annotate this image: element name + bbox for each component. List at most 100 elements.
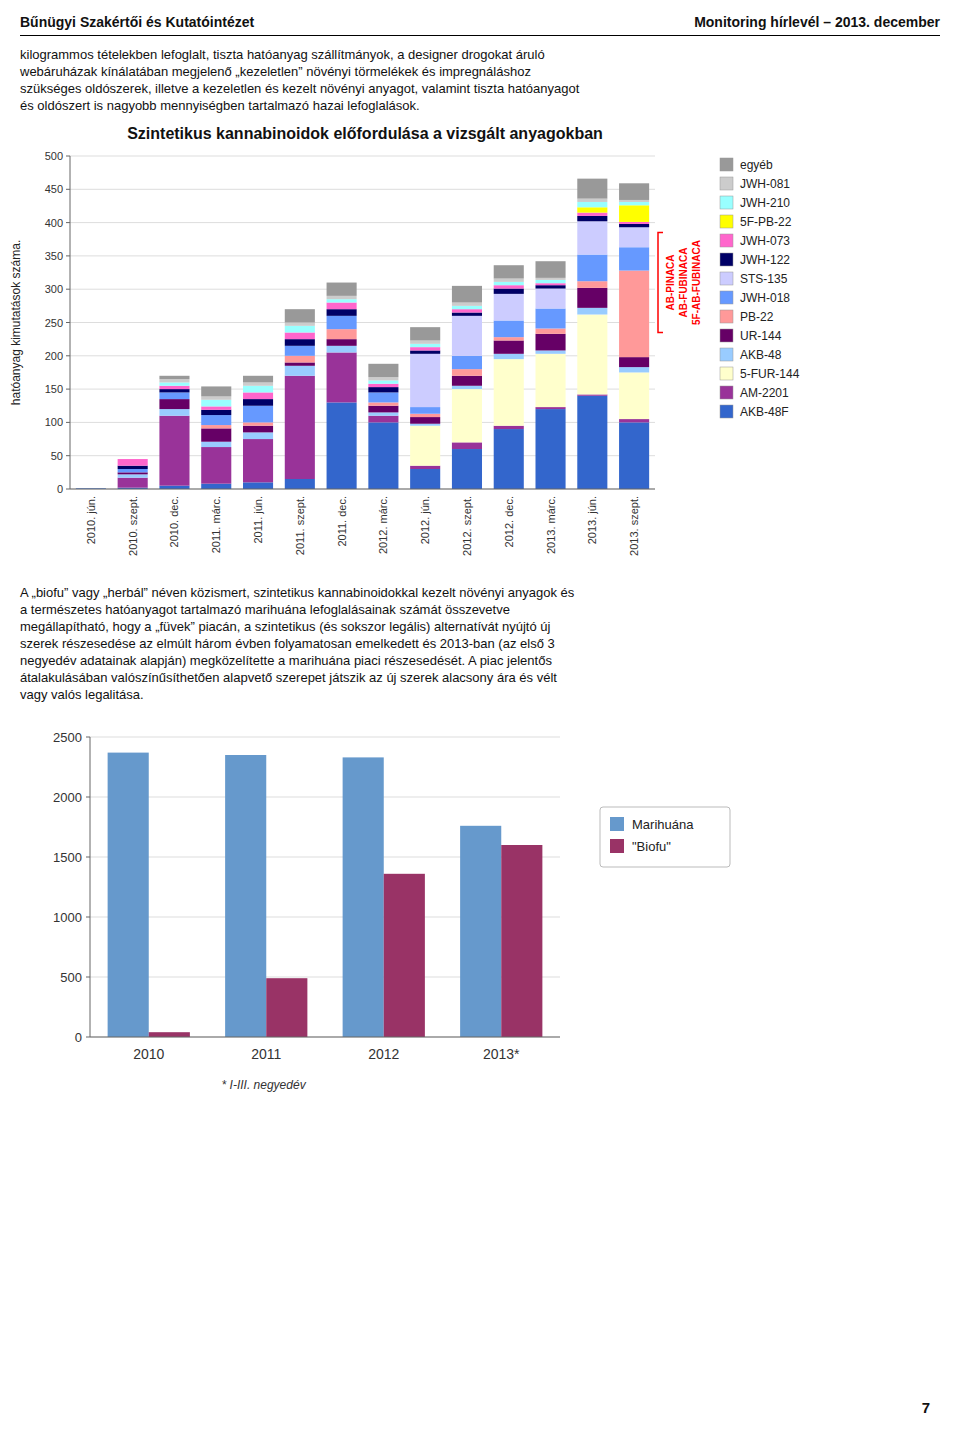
tick-mark [86, 857, 90, 858]
tick-label: 300 [45, 283, 63, 295]
body-line: és oldószert is nagyobb mennyiségben tar… [20, 97, 940, 114]
bar-segment [452, 449, 482, 489]
tick-label: 0 [75, 1030, 82, 1045]
bar-segment [118, 474, 148, 477]
bar-segment [619, 183, 649, 200]
bar-segment [201, 415, 231, 425]
page: Bűnügyi Szakértői és KutatóintézetMonito… [0, 0, 960, 1436]
bar [501, 845, 542, 1037]
grid-line [70, 355, 655, 356]
chart-stacked-bar: 0501001502002503003504004505002010. jún.… [0, 144, 960, 574]
bar [149, 1032, 190, 1037]
legend-label: AM-2201 [740, 386, 789, 400]
bar-segment [452, 309, 482, 312]
bar-segment [368, 412, 398, 415]
bar-segment [577, 281, 607, 288]
grid-line [70, 289, 655, 290]
body-line: szerek részesedése az elmúlt három évben… [20, 635, 940, 652]
bar-segment [619, 367, 649, 372]
tick-mark [66, 389, 70, 390]
body-line: átalakulásában valószínűsíthetően alapve… [20, 669, 940, 686]
tick-mark [86, 797, 90, 798]
bar-segment [159, 389, 189, 392]
bar-segment [494, 337, 524, 340]
bar-segment [118, 459, 148, 460]
grid-line [70, 322, 655, 323]
bar-segment [577, 255, 607, 282]
bar-segment [243, 392, 273, 399]
bar-segment [368, 392, 398, 402]
bar-segment [368, 364, 398, 377]
tick-label: 500 [60, 970, 82, 985]
bar-segment [159, 416, 189, 486]
legend-swatch [720, 177, 733, 190]
bar-segment [159, 382, 189, 385]
tick-label: 50 [51, 450, 63, 462]
tick-label: 1000 [53, 910, 82, 925]
bar-segment [410, 414, 440, 417]
grid-line [70, 389, 655, 390]
body-line: negyedév adatainak alapján) megközelítet… [20, 652, 940, 669]
bar [108, 753, 149, 1037]
grid-line [70, 222, 655, 223]
bar-segment [410, 469, 440, 489]
bar-segment [327, 283, 357, 296]
bar-segment [368, 422, 398, 489]
tick-mark [66, 489, 70, 490]
bar-segment [285, 309, 315, 322]
bar-segment [452, 369, 482, 376]
header: Bűnügyi Szakértői és KutatóintézetMonito… [20, 14, 940, 36]
tick-label: 450 [45, 183, 63, 195]
bar-segment [577, 315, 607, 395]
bar-segment [494, 289, 524, 294]
grid-line [70, 422, 655, 423]
legend-label: JWH-122 [740, 253, 790, 267]
legend-swatch [720, 348, 733, 361]
grid-line [70, 156, 655, 157]
bar-segment [410, 424, 440, 426]
bar-segment [327, 402, 357, 489]
bar-segment [368, 387, 398, 392]
category-label: 2010. szept. [127, 496, 139, 556]
bar-segment [201, 442, 231, 447]
category-label: 2010. jún. [85, 496, 97, 544]
bar-segment [494, 279, 524, 282]
legend-swatch [720, 405, 733, 418]
bar-segment [243, 422, 273, 425]
bar-segment [285, 356, 315, 363]
bar-segment [452, 303, 482, 306]
bar-segment [577, 308, 607, 315]
bar-segment [159, 376, 189, 379]
bar-segment [535, 334, 565, 351]
tick-mark [66, 455, 70, 456]
bar-segment [619, 357, 649, 367]
bar-segment [535, 261, 565, 278]
bar-segment [327, 352, 357, 402]
bar-segment [535, 280, 565, 283]
header-left: Bűnügyi Szakértői és Kutatóintézet [20, 14, 254, 30]
tick-label: 2000 [53, 790, 82, 805]
grid-line [90, 1037, 560, 1038]
bar-segment [619, 372, 649, 419]
bar-segment [327, 346, 357, 353]
annotation: AB-PINACA [665, 254, 676, 310]
annotation-bracket [658, 233, 663, 333]
bar-segment [577, 179, 607, 199]
grid [70, 156, 655, 489]
tick-mark [66, 289, 70, 290]
bar-segment [535, 283, 565, 285]
y-axis [90, 737, 91, 1037]
bar-segment [201, 396, 231, 399]
bar-segment [285, 366, 315, 376]
bar-segment [159, 399, 189, 409]
bar-segment [159, 379, 189, 382]
legend-label: 5F-PB-22 [740, 215, 792, 229]
grid-line [90, 797, 560, 798]
legend-swatch [720, 158, 733, 171]
bar-segment [452, 386, 482, 389]
legend-label: JWH-210 [740, 196, 790, 210]
legend-frame [600, 807, 730, 867]
tick-mark [66, 255, 70, 256]
legend-swatch [720, 367, 733, 380]
bar-segment [159, 386, 189, 389]
